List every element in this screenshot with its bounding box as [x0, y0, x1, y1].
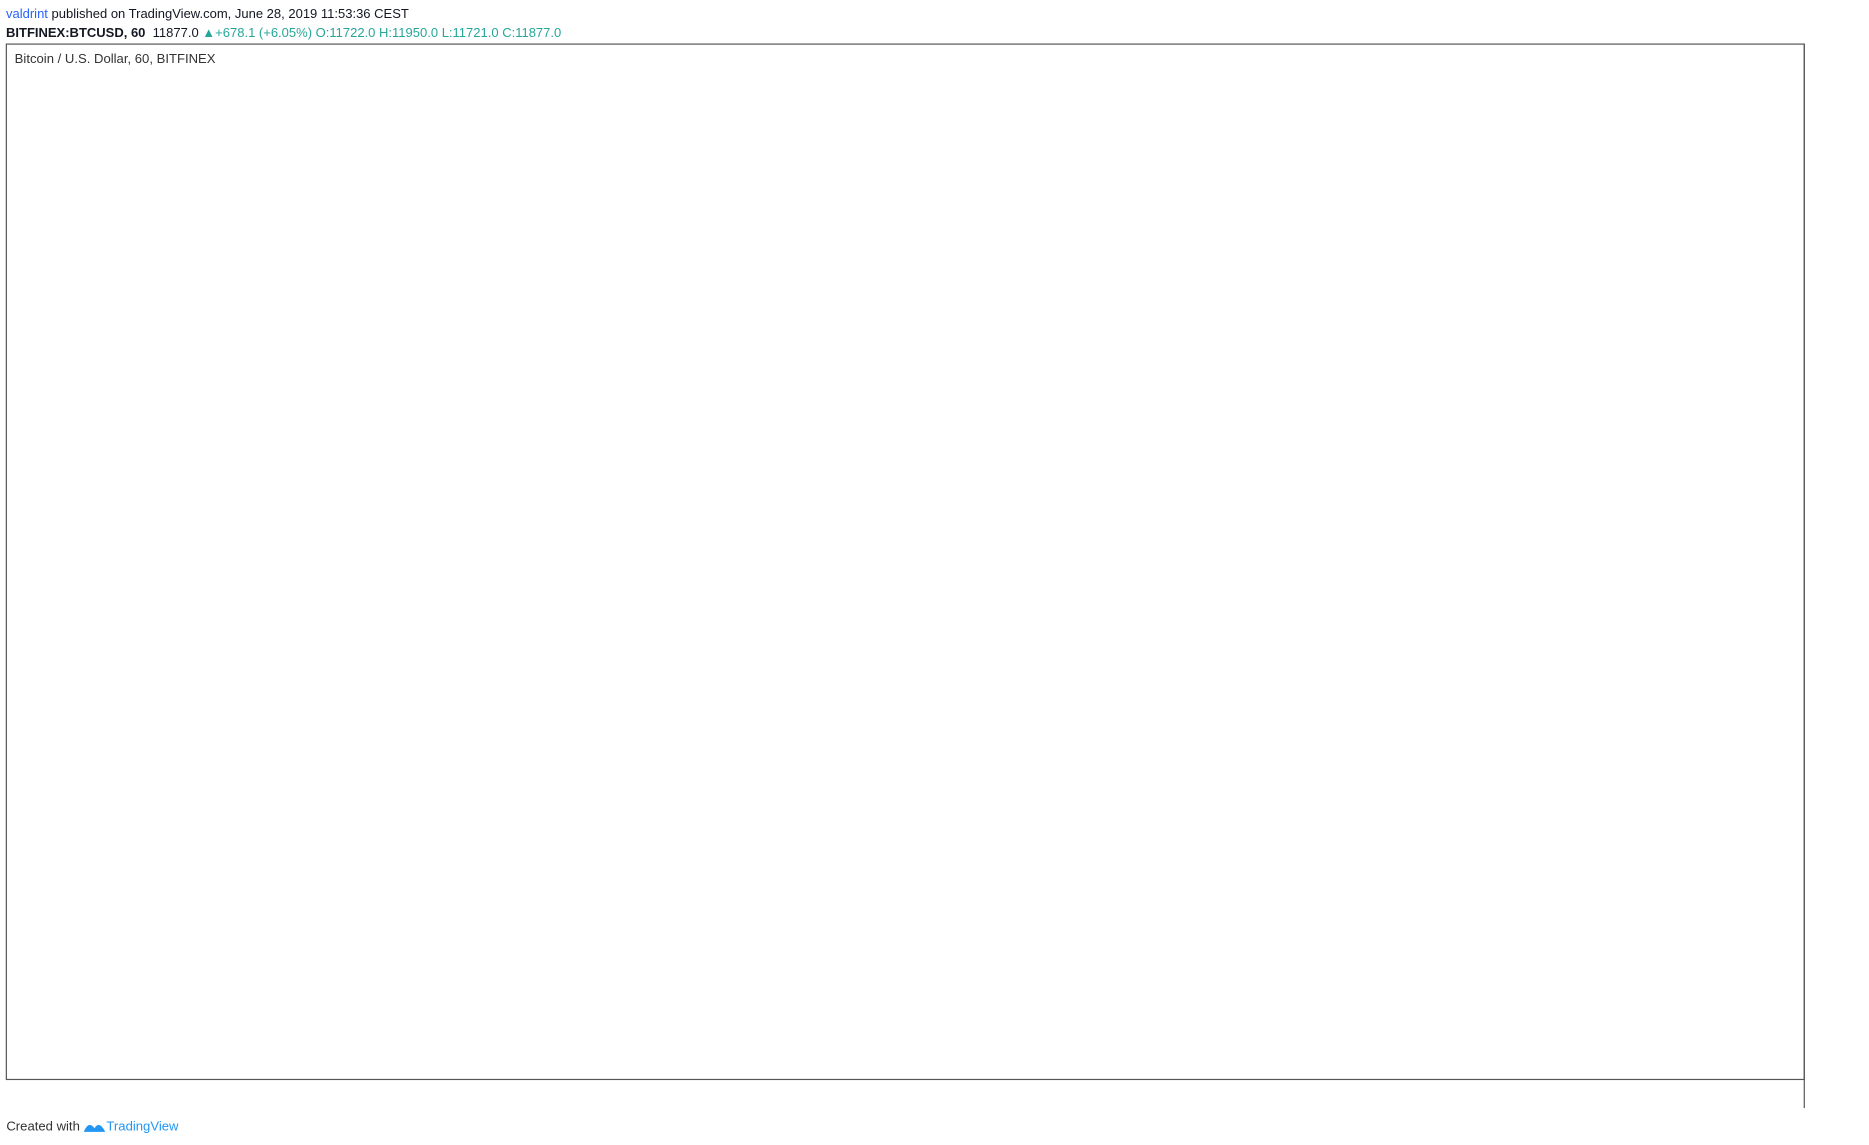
ohlc-open: O:11722.0 — [315, 25, 376, 40]
chart-title: Bitcoin / U.S. Dollar, 60, BITFINEX — [15, 51, 216, 66]
change-value: +678.1 (+6.05%) — [215, 25, 313, 40]
footer-created: Created with — [6, 1119, 80, 1134]
footer-brand[interactable]: TradingView — [106, 1119, 179, 1134]
ohlc-high: H:11950.0 — [379, 25, 439, 40]
change: ▲+678.1 (+6.05%) — [202, 25, 313, 40]
last: 11877.0 — [152, 25, 199, 40]
brand-logo — [83, 1124, 106, 1132]
symbol: BITFINEX:BTCUSD, 60 — [6, 25, 146, 40]
ohlc-close: C:11877.0 — [502, 25, 562, 40]
plot-frame — [5, 43, 1805, 1081]
author[interactable]: valdrint — [6, 6, 48, 21]
published: published on TradingView.com, June 28, 2… — [51, 6, 409, 21]
header: valdrint published on TradingView.com, J… — [6, 4, 561, 42]
ohlc-low: L:11721.0 — [441, 25, 499, 40]
